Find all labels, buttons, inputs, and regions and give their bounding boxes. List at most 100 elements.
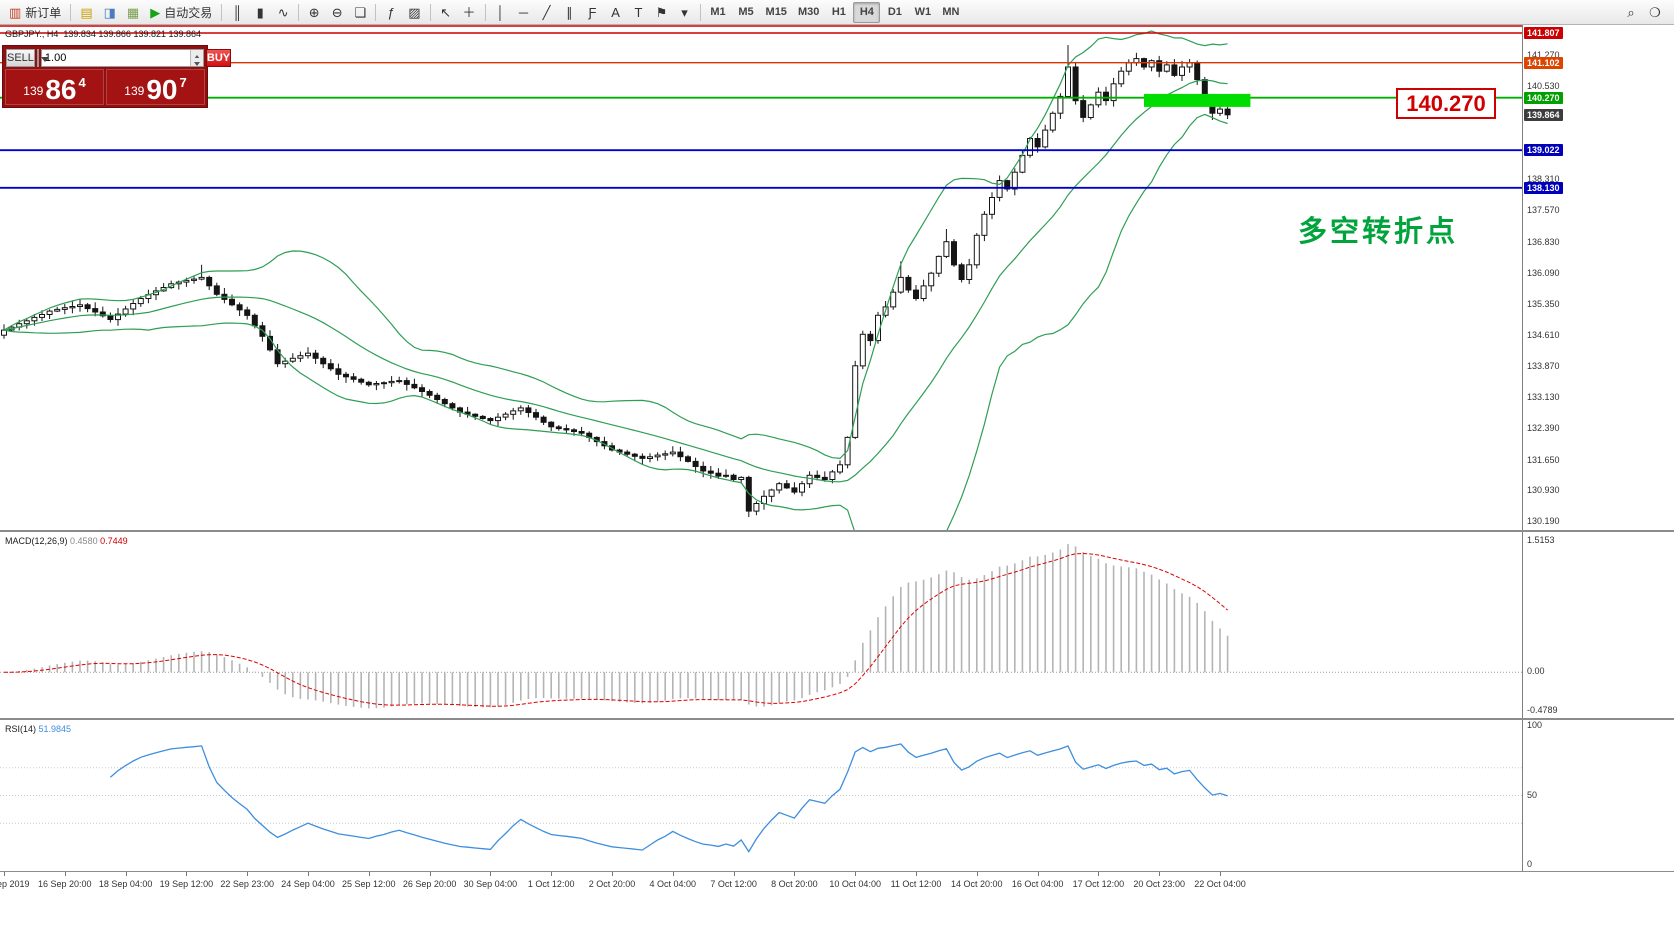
new-order-glyph: ▥ xyxy=(9,4,22,20)
tile-windows-icon[interactable]: ❏ xyxy=(349,2,371,23)
timeframe-m5[interactable]: M5 xyxy=(738,6,754,18)
order-type-dropdown[interactable] xyxy=(36,49,49,67)
volume-field xyxy=(40,49,204,67)
line-chart-icon[interactable]: ∿ xyxy=(272,2,294,23)
rsi-indicator-panel[interactable] xyxy=(0,720,1522,871)
time-axis-label: 10 Oct 04:00 xyxy=(829,879,881,889)
text-label-icon[interactable]: T xyxy=(628,2,650,23)
buy-price-pips: 90 xyxy=(146,74,178,106)
time-axis-label: 16 Oct 04:00 xyxy=(1011,879,1064,889)
chart-text-annotation[interactable]: 多空转折点 xyxy=(1298,216,1459,248)
time-axis-label: 8 Oct 20:00 xyxy=(771,879,818,889)
buy-button[interactable]: BUY xyxy=(205,49,232,67)
zoom-in-glyph: ⊕ xyxy=(308,4,320,20)
horizontal-line-objects[interactable] xyxy=(0,25,1522,189)
time-axis-label: 20 Oct 23:00 xyxy=(1133,879,1185,889)
rsi-name: RSI(14) xyxy=(5,724,37,734)
vertical-line-icon[interactable]: │ xyxy=(490,2,512,23)
timeframe-h4[interactable]: H4 xyxy=(853,1,881,23)
cursor-icon[interactable]: ↖ xyxy=(435,2,457,23)
time-axis-tick xyxy=(1159,872,1161,876)
terminal-icon[interactable]: ▦ xyxy=(122,2,144,23)
zoom-out-button[interactable]: ⊖ xyxy=(326,2,348,23)
main-chart-panel[interactable] xyxy=(0,25,1522,530)
fibonacci-icon[interactable]: Ƒ xyxy=(582,2,604,23)
time-axis-label: 16 Sep 20:00 xyxy=(38,879,92,889)
price-axis-label: 130.930 xyxy=(1527,484,1560,495)
rsi-value: 51.9845 xyxy=(38,724,72,734)
time-axis-tick xyxy=(490,872,492,876)
time-axis-tick xyxy=(1037,872,1039,876)
autotrading-button[interactable]: ▶ 自动交易 xyxy=(145,2,217,23)
symbol-ohlc: 139.834 139.866 139.821 139.864 xyxy=(63,29,202,39)
timeframe-mn[interactable]: MN xyxy=(942,6,960,18)
timeframe-d1[interactable]: D1 xyxy=(887,6,902,18)
time-axis-tick xyxy=(1220,872,1221,876)
text-icon[interactable]: A xyxy=(605,2,627,23)
sell-price[interactable]: 139 86 4 xyxy=(5,69,104,105)
time-axis-tick xyxy=(733,872,735,876)
channel-icon[interactable]: ∥ xyxy=(559,2,581,23)
sell-button[interactable]: SELL xyxy=(6,49,35,67)
time-axis-tick xyxy=(855,872,857,876)
time-axis-label: 22 Oct 04:00 xyxy=(1194,879,1246,889)
trade-panel-prices: 139 86 4 139 90 7 xyxy=(3,69,207,107)
buy-price-figure: 139 xyxy=(124,84,145,98)
new-order-button[interactable]: ▥ 新订单 xyxy=(4,2,66,23)
candlesticks xyxy=(1,45,1231,517)
candlestick-chart-icon[interactable]: ▮ xyxy=(249,2,271,23)
search-icon[interactable]: ⌕ xyxy=(1620,2,1642,23)
horizontal-line-icon[interactable]: ─ xyxy=(513,2,535,23)
price-callout-box[interactable]: 140.270 xyxy=(1396,88,1496,119)
timeframe-w1[interactable]: W1 xyxy=(914,6,932,18)
indicators-button[interactable]: ƒ xyxy=(380,2,402,23)
bar-chart-icon-glyph: ║ xyxy=(232,4,242,20)
price-tag: 139.022 xyxy=(1524,144,1563,157)
macd-label: MACD(12,26,9) 0.4580 0.7449 xyxy=(5,536,128,546)
time-axis-label: 14 Oct 20:00 xyxy=(951,879,1003,889)
arrows-icon[interactable]: ⚑ xyxy=(651,2,673,23)
price-axis-label: 140.530 xyxy=(1527,80,1560,91)
macd-value-signal: 0.7449 xyxy=(100,536,128,546)
zoom-in-button[interactable]: ⊕ xyxy=(303,2,325,23)
macd-indicator-panel[interactable] xyxy=(0,532,1522,718)
panel-separator[interactable] xyxy=(0,871,1674,872)
time-axis-label: 26 Sep 20:00 xyxy=(402,879,457,889)
timeframe-m15[interactable]: M15 xyxy=(765,6,787,18)
sell-price-pips: 86 xyxy=(45,74,77,106)
macd-histogram xyxy=(10,544,1229,709)
volume-up-button[interactable] xyxy=(190,50,203,59)
buy-price[interactable]: 139 90 7 xyxy=(106,69,205,105)
zoom-out-glyph: ⊖ xyxy=(331,4,343,20)
tile-windows-icon-glyph: ❏ xyxy=(354,4,367,20)
time-axis-tick xyxy=(368,872,370,876)
line-chart-icon-glyph: ∿ xyxy=(277,4,289,20)
toolbar-separator xyxy=(298,3,300,21)
panel-separator[interactable] xyxy=(0,718,1674,720)
time-axis-tick xyxy=(4,872,5,876)
volume-down-button[interactable] xyxy=(190,58,203,66)
one-click-trading-panel: SELL BUY 139 86 4 139 90 7 xyxy=(2,45,232,108)
timeframe-m30[interactable]: M30 xyxy=(797,6,820,18)
charts-icon[interactable]: ▤ xyxy=(75,2,97,23)
buy-price-point: 7 xyxy=(179,75,187,90)
panel-separator[interactable] xyxy=(0,530,1674,532)
profiles-icon-glyph: ◨ xyxy=(103,4,116,20)
trendline-icon-glyph: ╱ xyxy=(542,4,551,20)
price-tag: 141.102 xyxy=(1524,56,1563,69)
price-tag: 139.864 xyxy=(1524,108,1563,121)
time-axis[interactable]: 13 Sep 2019 16 Sep 20:00 18 Sep 04:00 19 Se… xyxy=(0,872,1674,949)
profiles-icon[interactable]: ◨ xyxy=(99,2,121,23)
trendline-icon[interactable]: ╱ xyxy=(536,2,558,23)
price-axis[interactable]: 141.270140.530139.790139.050138.310137.5… xyxy=(1522,25,1674,872)
crosshair-icon[interactable]: ＋ xyxy=(458,2,481,23)
community-icon[interactable]: ❍ xyxy=(1644,2,1666,23)
objects-dropdown[interactable]: ▾ xyxy=(674,2,696,23)
volume-input[interactable] xyxy=(41,50,190,66)
timeframe-m1[interactable]: M1 xyxy=(710,6,726,18)
bar-chart-icon[interactable]: ║ xyxy=(226,2,248,23)
time-axis-tick xyxy=(429,872,431,876)
highlight-rectangle-object[interactable] xyxy=(1144,93,1251,107)
templates-icon[interactable]: ▨ xyxy=(403,2,425,23)
timeframe-h1[interactable]: H1 xyxy=(831,6,846,18)
